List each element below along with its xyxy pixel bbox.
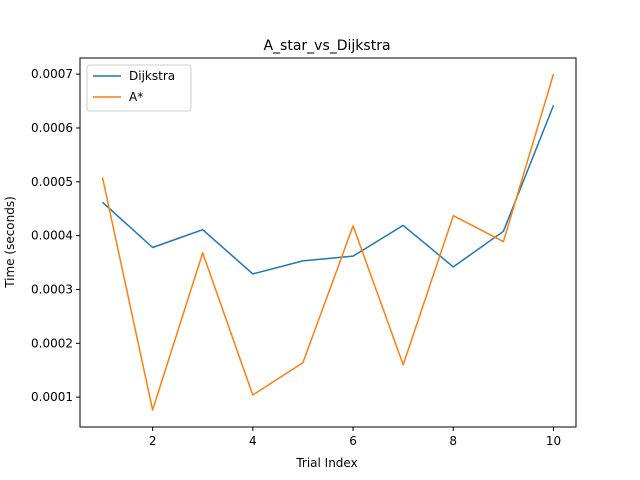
x-tick-label: 6 [349, 434, 357, 448]
y-tick-label: 0.0001 [31, 390, 73, 404]
y-tick-label: 0.0004 [31, 229, 73, 243]
plot-lines [101, 73, 555, 411]
y-axis-label: Time (seconds) [3, 196, 17, 289]
legend-label: A* [129, 90, 143, 104]
legend: Dijkstra A* [86, 64, 192, 112]
x-axis: 2 4 6 8 10 [149, 427, 561, 448]
chart-title: A_star_vs_Dijkstra [263, 38, 390, 54]
y-tick-label: 0.0007 [31, 67, 73, 81]
axes-frame [79, 57, 577, 428]
y-axis: 0.0001 0.0002 0.0003 0.0004 0.0005 0.0006 0.00… [31, 67, 80, 404]
series-line-dijkstra [101, 105, 555, 275]
x-tick-label: 2 [149, 434, 157, 448]
y-tick-label: 0.0003 [31, 282, 73, 296]
x-axis-label: Trial Index [295, 456, 357, 470]
x-tick-label: 10 [546, 434, 561, 448]
legend-label: Dijkstra [129, 69, 175, 83]
x-tick-label: 4 [249, 434, 257, 448]
y-tick-label: 0.0005 [31, 175, 73, 189]
y-tick-label: 0.0002 [31, 336, 73, 350]
y-tick-label: 0.0006 [31, 121, 73, 135]
series-line-a-star [101, 73, 555, 411]
x-tick-label: 8 [449, 434, 457, 448]
